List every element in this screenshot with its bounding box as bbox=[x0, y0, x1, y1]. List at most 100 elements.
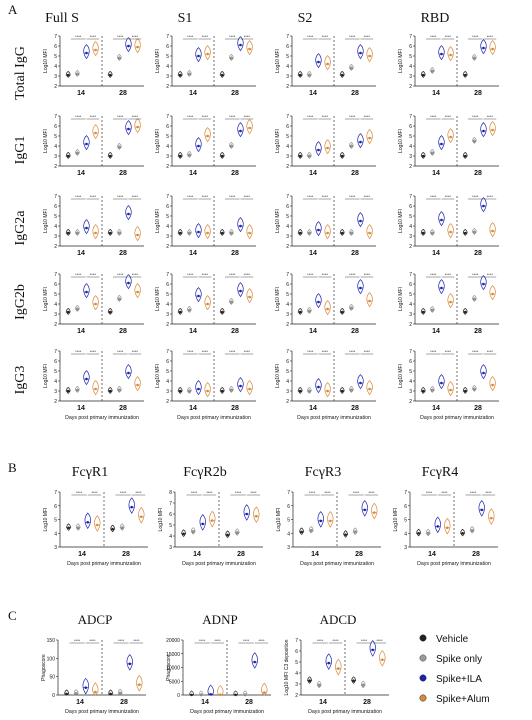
y-tick-label: 7 bbox=[54, 272, 57, 278]
sig-label: **** bbox=[445, 34, 452, 39]
day-label: 28 bbox=[355, 551, 363, 558]
sig-label: **** bbox=[376, 638, 383, 643]
row-label: IgG2b bbox=[13, 284, 28, 320]
sig-label: **** bbox=[117, 194, 124, 199]
day-label: 28 bbox=[119, 250, 127, 257]
violin-3 bbox=[136, 674, 143, 692]
y-tick-label: 4 bbox=[286, 144, 289, 150]
y-axis-label: Log10 MFI C3 deposition bbox=[284, 639, 290, 695]
violin-1 bbox=[307, 386, 312, 394]
violin-1 bbox=[349, 385, 354, 393]
violin-2 bbox=[434, 516, 441, 534]
y-tick-label: 4 bbox=[286, 379, 289, 385]
violin-0 bbox=[178, 386, 183, 394]
violin-3 bbox=[134, 118, 141, 134]
violin-1 bbox=[349, 63, 354, 71]
y-tick-label: 4 bbox=[286, 224, 289, 230]
violin-2 bbox=[243, 504, 250, 521]
section-label-a: A bbox=[8, 2, 18, 17]
violin-0 bbox=[340, 307, 345, 315]
violin-2 bbox=[237, 36, 244, 52]
violin-0 bbox=[299, 527, 304, 536]
sig-label: **** bbox=[349, 194, 356, 199]
violin-2 bbox=[125, 274, 132, 290]
violin-2 bbox=[438, 135, 445, 151]
sig-label: **** bbox=[117, 349, 124, 354]
violin-0 bbox=[298, 70, 303, 78]
sig-label: **** bbox=[307, 114, 314, 119]
sig-label: **** bbox=[445, 272, 452, 277]
violin-1 bbox=[430, 385, 435, 393]
violin-3 bbox=[489, 222, 496, 238]
y-tick-label: 4 bbox=[166, 144, 169, 150]
violin-1 bbox=[76, 523, 81, 531]
y-tick-label: 2 bbox=[286, 84, 289, 90]
violin-3 bbox=[246, 288, 253, 304]
y-tick-label: 6 bbox=[409, 124, 412, 130]
sig-label: **** bbox=[361, 638, 368, 643]
violin-3 bbox=[92, 124, 99, 140]
day-label: 14 bbox=[432, 170, 440, 177]
violin-2 bbox=[325, 653, 332, 670]
panel-ADCD: 7 6 5 4 3 2 Log10 MFI C3 deposition **** **** ***… bbox=[284, 638, 389, 715]
sig-label: **** bbox=[118, 638, 125, 643]
y-tick-label: 5 bbox=[286, 54, 289, 60]
violin-3 bbox=[246, 224, 253, 240]
y-tick-label: 5 bbox=[54, 369, 57, 375]
violin-2 bbox=[438, 374, 445, 390]
legend-entry: Vehicle bbox=[436, 634, 469, 645]
y-axis-label: Log10 MFI bbox=[398, 287, 404, 311]
y-tick-label: 6 bbox=[286, 282, 289, 288]
violin-2 bbox=[83, 219, 90, 235]
y-tick-label: 7 bbox=[54, 194, 57, 200]
sig-label: **** bbox=[430, 34, 437, 39]
sig-label: **** bbox=[426, 490, 433, 495]
panel-IgG1-Full S: 7 6 5 4 3 2 Log10 MFI **** **** **** **** 14 28 bbox=[43, 114, 144, 177]
sig-label: **** bbox=[487, 114, 494, 119]
violin-2 bbox=[125, 120, 132, 136]
y-tick-label: 3 bbox=[54, 154, 57, 160]
legend-entry: Spike+Alum bbox=[436, 694, 490, 705]
y-tick-label: 3 bbox=[54, 312, 57, 318]
y-tick-label: 5 bbox=[286, 292, 289, 298]
violin-0 bbox=[307, 676, 312, 684]
fc-receptor-title: FcγR2b bbox=[183, 465, 227, 480]
sig-label: **** bbox=[322, 272, 329, 277]
violin-3 bbox=[447, 381, 454, 397]
sig-label: **** bbox=[364, 34, 371, 39]
violin-2 bbox=[438, 45, 445, 61]
y-axis-label: Log10 MFI bbox=[155, 209, 161, 233]
panel-Total IgG-S1: 7 6 5 4 3 2 Log10 MFI **** **** **** **** 14 28 bbox=[155, 34, 256, 97]
sig-label: **** bbox=[90, 272, 97, 277]
y-tick-label: 2 bbox=[166, 322, 169, 328]
legend-marker bbox=[419, 634, 427, 642]
violin-3 bbox=[134, 38, 141, 54]
y-tick-label: 3 bbox=[54, 545, 57, 551]
y-tick-label: 7 bbox=[409, 194, 412, 200]
violin-0 bbox=[463, 307, 468, 315]
y-tick-label: 7 bbox=[166, 114, 169, 120]
y-tick-label: 5 bbox=[409, 292, 412, 298]
y-tick-label: 7 bbox=[404, 490, 407, 496]
legend-marker bbox=[419, 694, 427, 702]
y-tick-label: 6 bbox=[54, 124, 57, 130]
sig-label: **** bbox=[132, 272, 139, 277]
sig-label: **** bbox=[75, 349, 82, 354]
day-label: 28 bbox=[363, 699, 371, 706]
violin-1 bbox=[229, 228, 234, 236]
day-label: 28 bbox=[474, 405, 482, 412]
violin-2 bbox=[237, 282, 244, 298]
violin-0 bbox=[66, 151, 71, 159]
violin-1 bbox=[472, 53, 477, 61]
violin-0 bbox=[108, 70, 113, 78]
y-tick-label: 3 bbox=[286, 312, 289, 318]
sig-label: **** bbox=[187, 272, 194, 277]
x-axis-label: Days post primary immunization bbox=[65, 415, 139, 421]
violin-1 bbox=[361, 680, 366, 689]
y-tick-label: 2 bbox=[166, 164, 169, 170]
y-tick-label: 5 bbox=[166, 54, 169, 60]
y-tick-label: 3 bbox=[54, 234, 57, 240]
y-axis-label: Log10 MFI bbox=[158, 508, 164, 532]
y-tick-label: 6 bbox=[54, 282, 57, 288]
panel-ADNP: 20000 15000 10000 5000 0 Phagoscore **** **** **… bbox=[166, 638, 271, 715]
